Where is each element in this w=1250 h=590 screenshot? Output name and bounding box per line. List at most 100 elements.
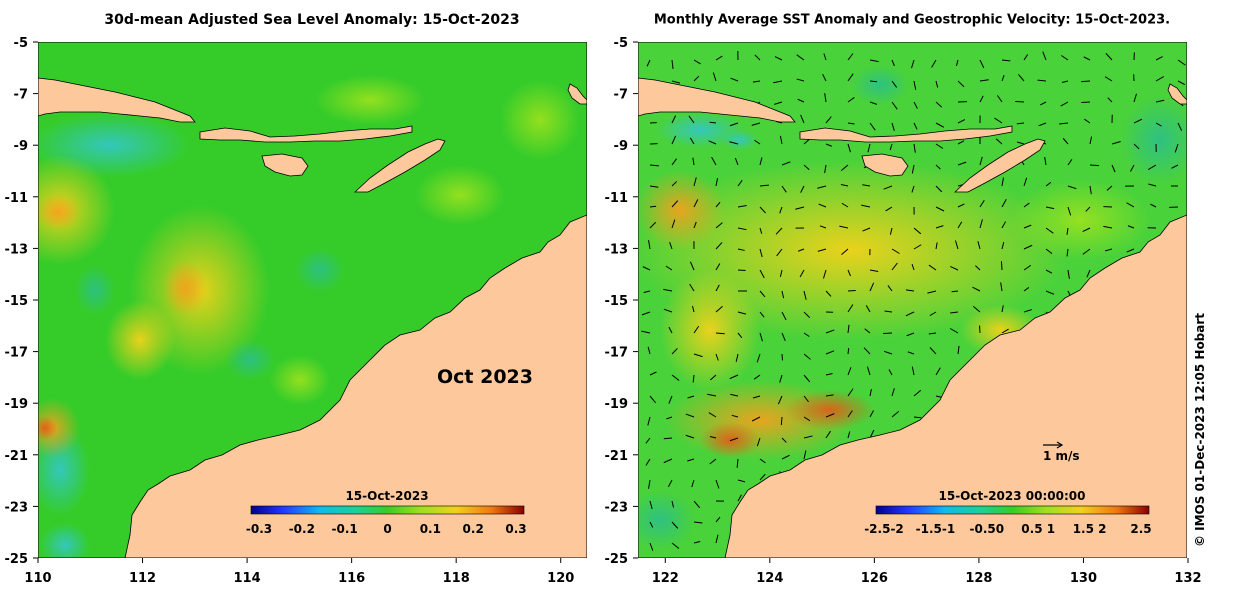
lat-tick-label: -9 (14, 139, 28, 154)
velocity-arrow (649, 164, 659, 167)
velocity-arrow (822, 73, 827, 82)
velocity-arrow (1126, 248, 1135, 253)
velocity-arrow (905, 311, 915, 317)
colorbar-tick-label: 1.5 2 (1073, 522, 1107, 536)
velocity-arrow (647, 416, 651, 426)
velocity-arrow (649, 521, 654, 528)
velocity-arrow (1039, 101, 1047, 106)
velocity-arrow (913, 244, 922, 250)
velocity-arrow (671, 80, 681, 84)
velocity-arrow (847, 53, 854, 61)
right-landmass (638, 77, 1187, 558)
velocity-arrow (715, 479, 720, 489)
velocity-arrow (825, 329, 835, 334)
velocity-arrow (803, 353, 811, 360)
velocity-arrow (1023, 244, 1033, 250)
velocity-arrow (693, 353, 703, 358)
velocity-arrow (979, 219, 983, 229)
velocity-arrow (779, 374, 783, 383)
velocity-arrow (1045, 248, 1053, 255)
velocity-arrow (756, 353, 761, 363)
velocity-arrow (759, 473, 766, 481)
velocity-arrow (803, 416, 811, 422)
velocity-arrow (869, 282, 875, 292)
velocity-arrow (663, 458, 673, 464)
velocity-arrow (935, 367, 941, 376)
lat-tick-label: -17 (605, 346, 629, 361)
velocity-arrow (935, 164, 941, 170)
left-landmass (38, 77, 587, 558)
velocity-arrow (954, 240, 959, 250)
lon-tick-label: 128 (965, 571, 992, 586)
velocity-arrow (825, 430, 831, 439)
left-colorbar-bar (250, 505, 525, 515)
velocity-arrow (685, 413, 695, 418)
velocity-arrow (715, 353, 719, 361)
velocity-arrow (803, 311, 811, 319)
velocity-arrow (663, 437, 673, 440)
velocity-arrow (1111, 141, 1121, 145)
velocity-arrow (929, 311, 937, 317)
velocity-arrow (671, 200, 679, 208)
colorbar-tick-label: -0.1 (332, 522, 358, 536)
velocity-arrow (996, 95, 1003, 103)
velocity-arrow (729, 437, 739, 442)
colorbar-tick-label: -0.50 (970, 522, 1005, 536)
velocity-arrow (913, 101, 918, 109)
velocity-arrow (715, 284, 720, 292)
lon-tick-label: 130 (1070, 571, 1097, 586)
velocity-arrow (649, 205, 657, 208)
velocity-arrow (759, 184, 769, 187)
velocity-arrow (715, 305, 723, 313)
velocity-arrow (935, 206, 945, 212)
velocity-arrow (715, 242, 723, 250)
velocity-arrow (1089, 185, 1092, 195)
velocity-arrow (847, 431, 851, 439)
velocity-arrow (759, 458, 766, 464)
velocity-arrow (756, 437, 761, 447)
velocity-arrow (935, 80, 939, 88)
velocity-arrow (781, 290, 785, 299)
left-colorbar: 15-Oct-2023 -0.3 -0.2 -0.1 0 0.1 0.2 0.3 (246, 489, 527, 536)
velocity-arrow (1155, 122, 1162, 127)
velocity-arrow (1177, 122, 1183, 131)
velocity-arrow (641, 311, 651, 316)
left-timor-island (353, 138, 446, 193)
velocity-arrow (803, 450, 807, 460)
velocity-arrow (668, 326, 673, 334)
velocity-arrow (957, 203, 965, 208)
velocity-arrow (779, 269, 783, 277)
velocity-arrow (847, 122, 855, 125)
velocity-arrow (1018, 74, 1025, 82)
lat-tick-label: -13 (605, 242, 629, 257)
velocity-arrow (906, 332, 915, 337)
velocity-arrow (841, 202, 849, 208)
velocity-arrow (865, 305, 871, 313)
right-timor-island (953, 138, 1046, 193)
velocity-arrow (691, 305, 695, 313)
lat-tick-label: -5 (14, 36, 28, 51)
velocity-arrow (730, 393, 739, 397)
velocity-arrow (869, 101, 878, 105)
velocity-arrow (1042, 51, 1047, 61)
velocity-arrow (979, 95, 984, 103)
velocity-arrow (776, 248, 783, 257)
velocity-arrow (1061, 55, 1069, 61)
velocity-arrow (671, 500, 675, 508)
velocity-arrow (1023, 202, 1030, 208)
velocity-arrow (1171, 164, 1179, 169)
colorbar-tick-label: 0.3 (505, 522, 526, 536)
velocity-arrow (730, 77, 739, 82)
velocity-arrow (957, 345, 960, 355)
velocity-arrow (995, 138, 1003, 145)
velocity-arrow (642, 266, 651, 271)
velocity-arrow (737, 227, 747, 231)
lat-axis-right: -5 -7 -9 -11 -13 -15 -17 -19 -21 -23 -25 (605, 36, 638, 567)
velocity-arrow (825, 413, 835, 418)
velocity-arrow (935, 242, 938, 250)
velocity-arrow (891, 388, 895, 397)
velocity-arrow (979, 156, 983, 166)
sea-level-anomaly-map (38, 42, 587, 558)
velocity-arrow (779, 135, 783, 145)
velocity-arrow (774, 101, 783, 105)
